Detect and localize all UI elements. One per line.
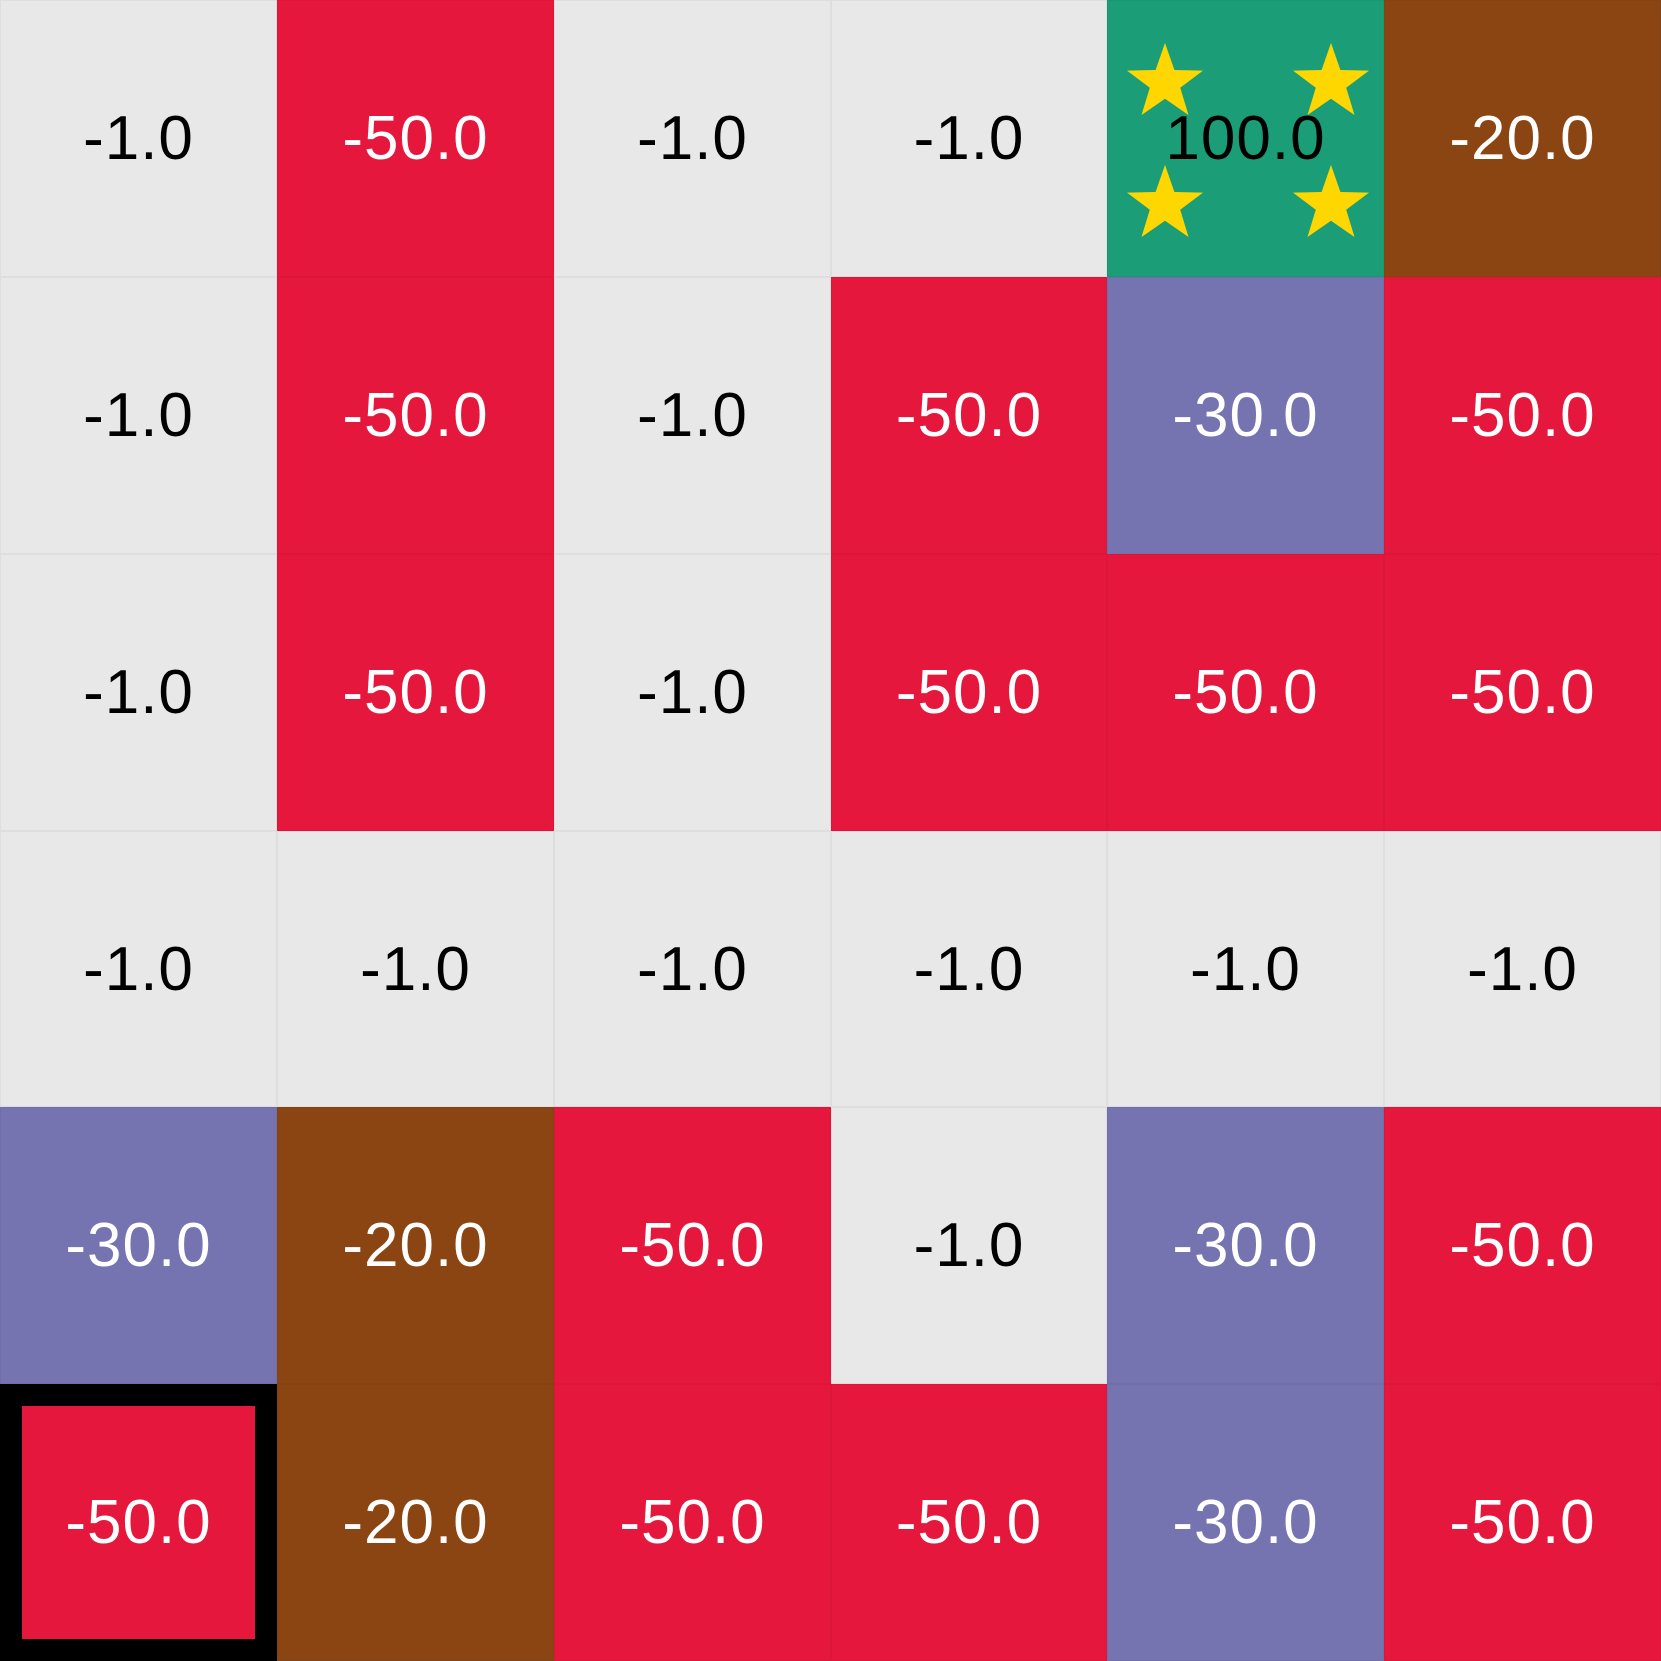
- grid-cell-r1-c1[interactable]: -50.0: [277, 277, 554, 554]
- grid-cell-r3-c2[interactable]: -1.0: [554, 831, 831, 1107]
- cell-value: -50.0: [1449, 381, 1596, 450]
- grid-cell-r3-c3[interactable]: -1.0: [831, 831, 1107, 1107]
- cell-value: -30.0: [1172, 381, 1319, 450]
- cell-value: -1.0: [83, 104, 194, 173]
- grid-cell-r0-c1[interactable]: -50.0: [277, 0, 554, 277]
- grid-cell-r1-c5[interactable]: -50.0: [1384, 277, 1661, 554]
- cell-value: -50.0: [1449, 658, 1596, 727]
- cell-value: -1.0: [83, 381, 194, 450]
- star-icon: [1293, 43, 1369, 115]
- cell-value: -50.0: [342, 381, 489, 450]
- cell-value: -1.0: [360, 934, 471, 1004]
- grid-cell-r4-c1[interactable]: -20.0: [277, 1107, 554, 1384]
- cell-value: -30.0: [1172, 1488, 1319, 1557]
- grid-cell-r1-c3[interactable]: -50.0: [831, 277, 1107, 554]
- star-icon: [1127, 43, 1203, 115]
- grid-cell-r3-c0[interactable]: -1.0: [0, 831, 277, 1107]
- cell-value: -50.0: [1449, 1211, 1596, 1280]
- grid-cell-r5-c4[interactable]: -30.0: [1107, 1384, 1384, 1661]
- cell-value: -50.0: [65, 1488, 212, 1557]
- cell-value: 100.0: [1165, 104, 1326, 173]
- grid-cell-r2-c2[interactable]: -1.0: [554, 554, 831, 831]
- grid-cell-r3-c5[interactable]: -1.0: [1384, 831, 1661, 1107]
- cell-value: -1.0: [637, 658, 748, 727]
- grid-cell-r5-c1[interactable]: -20.0: [277, 1384, 554, 1661]
- star-icon: [1127, 165, 1203, 237]
- cell-value: -20.0: [342, 1211, 489, 1280]
- cell-value: -1.0: [637, 381, 748, 450]
- grid-cell-r0-c0[interactable]: -1.0: [0, 0, 277, 277]
- grid-cell-r0-c2[interactable]: -1.0: [554, 0, 831, 277]
- grid-cell-r1-c0[interactable]: -1.0: [0, 277, 277, 554]
- cell-value: -1.0: [1467, 934, 1578, 1004]
- grid-cell-r5-c3[interactable]: -50.0: [831, 1384, 1107, 1661]
- cell-value: -1.0: [913, 1211, 1025, 1280]
- grid-cell-r2-c1[interactable]: -50.0: [277, 554, 554, 831]
- cell-value: -1.0: [913, 104, 1025, 173]
- cell-value: -1.0: [83, 658, 194, 727]
- cell-value: -30.0: [65, 1211, 212, 1280]
- cell-value: -20.0: [1449, 104, 1596, 173]
- grid-cell-r4-c4[interactable]: -30.0: [1107, 1107, 1384, 1384]
- grid-cell-r5-c2[interactable]: -50.0: [554, 1384, 831, 1661]
- cell-value: -1.0: [637, 104, 748, 173]
- cell-value: -50.0: [342, 658, 489, 727]
- cell-value: -1.0: [83, 934, 194, 1004]
- cell-value: -50.0: [1172, 658, 1319, 727]
- cell-value: -1.0: [1190, 934, 1301, 1004]
- grid-cell-r2-c3[interactable]: -50.0: [831, 554, 1107, 831]
- cell-value: -50.0: [342, 104, 489, 173]
- grid-cell-r4-c0[interactable]: -30.0: [0, 1107, 277, 1384]
- star-icon: [1293, 165, 1369, 237]
- cell-value: -1.0: [913, 934, 1025, 1004]
- grid-cell-r1-c2[interactable]: -1.0: [554, 277, 831, 554]
- goal-cell[interactable]: 100.0: [1107, 0, 1384, 277]
- grid-cell-r5-c5[interactable]: -50.0: [1384, 1384, 1661, 1661]
- cell-value: -50.0: [1449, 1488, 1596, 1557]
- cell-value: -20.0: [342, 1488, 489, 1557]
- grid-cell-r2-c5[interactable]: -50.0: [1384, 554, 1661, 831]
- grid-cell-r3-c4[interactable]: -1.0: [1107, 831, 1384, 1107]
- grid-cell-r2-c0[interactable]: -1.0: [0, 554, 277, 831]
- grid-cell-r1-c4[interactable]: -30.0: [1107, 277, 1384, 554]
- grid-cell-r4-c2[interactable]: -50.0: [554, 1107, 831, 1384]
- cell-value: -50.0: [619, 1488, 766, 1557]
- grid-cell-r3-c1[interactable]: -1.0: [277, 831, 554, 1107]
- cell-value: -50.0: [895, 381, 1043, 450]
- cell-value: -50.0: [619, 1211, 766, 1280]
- grid-cell-r4-c5[interactable]: -50.0: [1384, 1107, 1661, 1384]
- cell-value: -30.0: [1172, 1211, 1319, 1280]
- grid-cell-r0-c3[interactable]: -1.0: [831, 0, 1107, 277]
- grid-cell-r2-c4[interactable]: -50.0: [1107, 554, 1384, 831]
- cell-value: -50.0: [895, 1488, 1043, 1557]
- grid-cell-r0-c5[interactable]: -20.0: [1384, 0, 1661, 277]
- agent-cell[interactable]: -50.0: [0, 1384, 277, 1661]
- cell-value: -50.0: [895, 658, 1043, 727]
- cell-value: -1.0: [637, 934, 748, 1004]
- grid-cell-r4-c3[interactable]: -1.0: [831, 1107, 1107, 1384]
